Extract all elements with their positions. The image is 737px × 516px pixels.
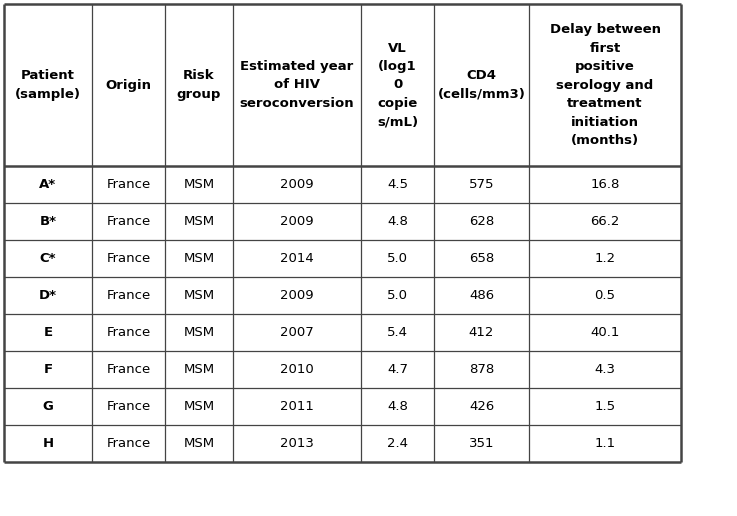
Text: France: France	[106, 289, 150, 302]
Text: 5.4: 5.4	[387, 326, 408, 339]
Text: C*: C*	[40, 252, 56, 265]
Text: France: France	[106, 363, 150, 376]
Text: France: France	[106, 215, 150, 228]
Text: VL
(log1
0
copie
s/mL): VL (log1 0 copie s/mL)	[377, 41, 418, 128]
Text: 412: 412	[469, 326, 495, 339]
Text: Patient
(sample): Patient (sample)	[15, 69, 81, 101]
Text: D*: D*	[39, 289, 57, 302]
Text: 2009: 2009	[280, 215, 314, 228]
Text: MSM: MSM	[184, 215, 214, 228]
Text: France: France	[106, 326, 150, 339]
Text: 1.5: 1.5	[595, 400, 615, 413]
Text: H: H	[43, 437, 54, 450]
Text: Risk
group: Risk group	[177, 69, 221, 101]
Text: 628: 628	[469, 215, 494, 228]
Text: 1.1: 1.1	[595, 437, 615, 450]
Text: 4.3: 4.3	[595, 363, 615, 376]
Text: 5.0: 5.0	[387, 252, 408, 265]
Text: MSM: MSM	[184, 326, 214, 339]
Text: G: G	[43, 400, 54, 413]
Text: 4.8: 4.8	[387, 215, 408, 228]
Text: CD4
(cells/mm3): CD4 (cells/mm3)	[438, 69, 525, 101]
Text: 4.7: 4.7	[387, 363, 408, 376]
Text: 4.5: 4.5	[387, 178, 408, 191]
Text: Delay between
first
positive
serology and
treatment
initiation
(months): Delay between first positive serology an…	[550, 23, 660, 147]
Text: 2009: 2009	[280, 289, 314, 302]
Text: Estimated year
of HIV
seroconversion: Estimated year of HIV seroconversion	[240, 60, 354, 110]
Text: F: F	[43, 363, 52, 376]
Text: 2011: 2011	[280, 400, 314, 413]
Text: 4.8: 4.8	[387, 400, 408, 413]
Text: 1.2: 1.2	[595, 252, 615, 265]
Text: 486: 486	[469, 289, 494, 302]
Text: France: France	[106, 437, 150, 450]
Text: 2007: 2007	[280, 326, 314, 339]
Text: 575: 575	[469, 178, 495, 191]
Text: B*: B*	[40, 215, 57, 228]
Text: 16.8: 16.8	[590, 178, 620, 191]
Text: France: France	[106, 400, 150, 413]
Text: 878: 878	[469, 363, 494, 376]
Text: 658: 658	[469, 252, 494, 265]
Text: MSM: MSM	[184, 252, 214, 265]
Text: A*: A*	[40, 178, 57, 191]
Text: 426: 426	[469, 400, 494, 413]
Text: 5.0: 5.0	[387, 289, 408, 302]
Text: France: France	[106, 252, 150, 265]
Text: 66.2: 66.2	[590, 215, 620, 228]
Text: 2009: 2009	[280, 178, 314, 191]
Text: France: France	[106, 178, 150, 191]
Text: MSM: MSM	[184, 400, 214, 413]
Text: 0.5: 0.5	[595, 289, 615, 302]
Text: 2014: 2014	[280, 252, 314, 265]
Text: 351: 351	[469, 437, 495, 450]
Text: 2010: 2010	[280, 363, 314, 376]
Text: Origin: Origin	[105, 78, 152, 91]
Text: MSM: MSM	[184, 289, 214, 302]
Text: 2013: 2013	[280, 437, 314, 450]
Text: MSM: MSM	[184, 363, 214, 376]
Text: 2.4: 2.4	[387, 437, 408, 450]
Text: E: E	[43, 326, 52, 339]
Text: MSM: MSM	[184, 437, 214, 450]
Text: 40.1: 40.1	[590, 326, 620, 339]
Text: MSM: MSM	[184, 178, 214, 191]
